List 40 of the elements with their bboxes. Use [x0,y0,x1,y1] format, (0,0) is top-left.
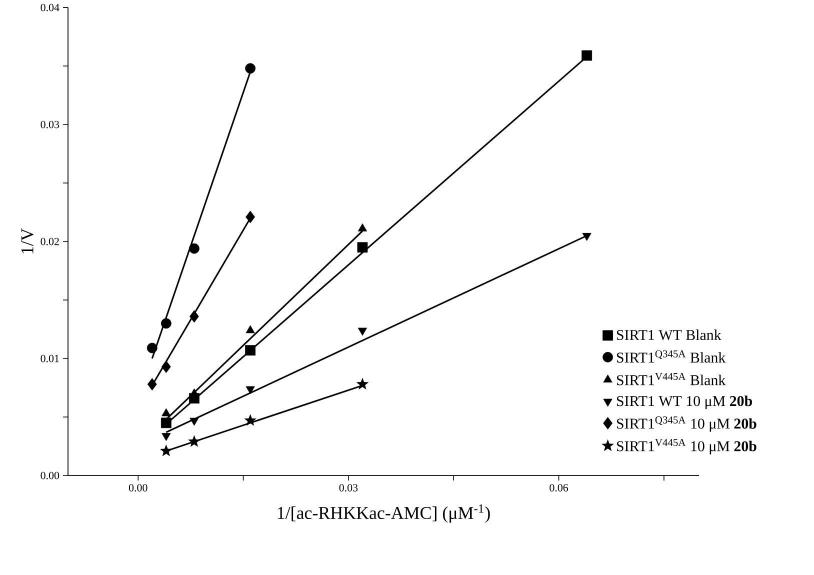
x-tick-label: 0.06 [550,484,568,492]
y-tick-label: 0.02 [40,238,59,246]
legend-label: SIRT1$^{Q345A}$ 10 μM 20b [616,416,756,432]
point [160,444,172,456]
point [246,210,256,224]
y-tick-label: 0.01 [40,354,59,362]
point [189,243,200,254]
point [162,408,171,416]
point [161,360,171,373]
point [357,242,368,253]
point [147,378,157,390]
point [245,345,256,356]
x-tick-label: 0.03 [339,484,358,492]
y-axis-title: 1/V [21,228,34,254]
y-tick-label: 0.04 [40,4,60,12]
legend-label: SIRT1$^{V445A}$ 10 μM 20b [616,439,756,454]
point [188,435,200,447]
point [246,386,255,394]
point [190,418,199,426]
point [356,378,369,390]
point [244,414,256,426]
legend-label: SIRT1$^{V445A}$ Blank [616,372,726,386]
point [160,318,172,329]
point [358,328,368,336]
point [160,418,172,428]
point [190,310,199,323]
y-tick-label: 0.00 [40,472,60,480]
legend-label: SIRT1$^{Q345A}$ Blank [616,350,726,363]
x-axis-title: 1/[ac-RHKKac-AMC] (μM$^{-1}$) [278,504,490,523]
legend-label: SIRT1 WT Blank [616,330,722,340]
point [358,223,368,232]
point [246,325,255,334]
x-tick-label: 0.00 [128,484,148,492]
legend-label: SIRT1 WT 10 μM 20b [616,396,752,410]
point [582,50,592,61]
y-tick-label: 0.03 [40,120,60,128]
point [146,342,158,354]
point [245,63,256,74]
point [582,232,592,241]
point [162,433,171,441]
